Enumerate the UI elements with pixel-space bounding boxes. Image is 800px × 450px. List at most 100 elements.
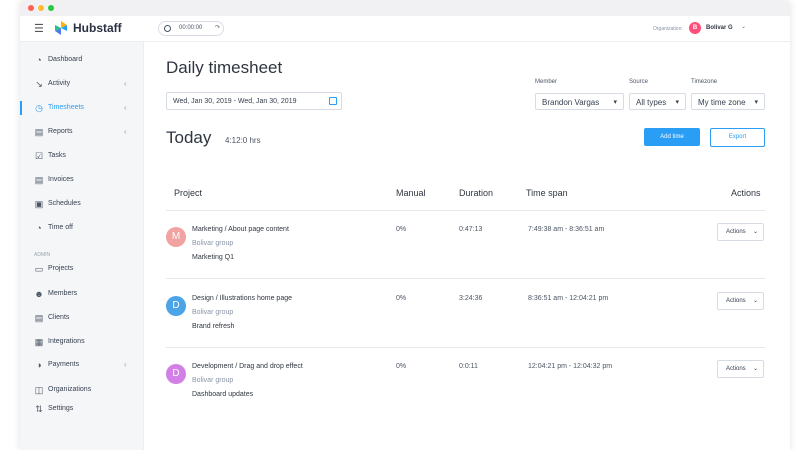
column-header-duration: Duration xyxy=(459,188,494,198)
sidebar-item-invoices[interactable]: ▤ Invoices xyxy=(20,172,144,190)
payments-icon: ◑ xyxy=(36,360,42,370)
actions-dropdown[interactable]: Actions ⌄ xyxy=(717,292,764,310)
sidebar-item-dashboard[interactable]: ◔ Dashboard xyxy=(20,52,144,70)
timezone-filter-label: Timezone xyxy=(691,79,718,85)
chevron-down-icon[interactable]: ⌄ xyxy=(741,24,747,30)
organization-label: Organization: xyxy=(653,26,683,32)
timezone-select-value: My time zone xyxy=(698,98,746,107)
manual-value: 0% xyxy=(396,363,407,370)
project-task: Brand refresh xyxy=(192,323,235,330)
sidebar-item-label: Members xyxy=(48,290,78,297)
source-select[interactable]: All types ▾ xyxy=(629,93,686,110)
sidebar-item-reports[interactable]: ▤ Reports ‹ xyxy=(20,124,144,142)
admin-section-label: ADMIN xyxy=(34,252,51,258)
maximize-dot[interactable] xyxy=(48,5,54,11)
timezone-select[interactable]: My time zone ▾ xyxy=(691,93,765,110)
stopwatch-icon xyxy=(164,25,171,32)
row-divider xyxy=(166,278,765,279)
project-task: Dashboard updates xyxy=(192,391,254,398)
sidebar-item-label: Activity xyxy=(48,80,71,87)
sidebar-item-label: Tasks xyxy=(48,152,66,159)
close-dot[interactable] xyxy=(28,5,34,11)
sidebar-item-activity[interactable]: ↘ Activity ‹ xyxy=(20,76,144,94)
timer-widget[interactable]: 00:00:00 ↷ xyxy=(158,21,224,36)
sidebar-item-organizations[interactable]: ◫ Organizations xyxy=(20,382,144,400)
sidebar-item-integrations[interactable]: ▦ Integrations xyxy=(20,334,144,352)
integrations-icon: ▦ xyxy=(34,337,44,347)
manual-value: 0% xyxy=(396,226,407,233)
top-bar: ☰ Hubstaff 00:00:00 ↷ Organization: B Bo… xyxy=(20,16,790,42)
time-span-value: 7:49:38 am - 8:36:51 am xyxy=(528,226,605,233)
tasks-icon: ☑ xyxy=(34,151,44,161)
sidebar-item-projects[interactable]: ▭ Projects xyxy=(20,261,144,279)
project-name[interactable]: Marketing / About page content xyxy=(192,226,289,233)
sidebar-item-payments[interactable]: ◑ Payments ‹ xyxy=(20,357,144,375)
brand-name: Hubstaff xyxy=(73,21,122,35)
sidebar-item-label: Clients xyxy=(48,314,70,321)
folder-icon: ▭ xyxy=(34,264,44,274)
sidebar-item-label: Reports xyxy=(48,128,73,135)
time-span-value: 8:36:51 am - 12:04:21 pm xyxy=(528,295,609,302)
sidebar-item-time-off[interactable]: ◔ Time off xyxy=(20,220,144,238)
sidebar-item-timesheets[interactable]: ◷ Timesheets ‹ xyxy=(20,100,144,118)
table-row: D Design / Illustrations home page Boliv… xyxy=(166,292,765,356)
column-header-manual: Manual xyxy=(396,188,426,198)
chevron-left-icon: ‹ xyxy=(124,127,127,136)
member-filter-label: Member xyxy=(535,79,558,85)
sidebar-item-label: Projects xyxy=(48,265,74,272)
minimize-dot[interactable] xyxy=(38,5,44,11)
activity-icon: ↘ xyxy=(35,79,43,89)
column-header-actions: Actions xyxy=(731,188,761,198)
calendar-icon: ▣ xyxy=(34,199,44,209)
timer-value: 00:00:00 xyxy=(179,25,203,31)
table-row: D Development / Drag and drop effect Bol… xyxy=(166,360,765,424)
duration-value: 0:0:11 xyxy=(459,363,478,370)
project-task: Marketing Q1 xyxy=(192,254,235,261)
sidebar-item-clients[interactable]: ▤ Clients xyxy=(20,310,144,328)
actions-label: Actions xyxy=(726,298,746,304)
sidebar-item-label: Time off xyxy=(48,224,73,231)
add-time-button[interactable]: Add time xyxy=(644,128,700,146)
project-group: Bolivar group xyxy=(192,309,234,316)
actions-dropdown[interactable]: Actions ⌄ xyxy=(717,360,764,378)
chevron-left-icon: ‹ xyxy=(124,103,127,112)
project-name[interactable]: Design / Illustrations home page xyxy=(192,295,292,302)
date-range-picker[interactable]: Wed, Jan 30, 2019 - Wed, Jan 30, 2019 xyxy=(166,92,342,110)
table-row: M Marketing / About page content Bolivar… xyxy=(166,223,765,287)
time-off-icon: ◔ xyxy=(36,223,42,233)
reports-icon: ▤ xyxy=(34,127,44,137)
members-icon: ☻ xyxy=(34,289,44,299)
row-divider xyxy=(166,347,765,348)
app-window: ☰ Hubstaff 00:00:00 ↷ Organization: B Bo… xyxy=(20,0,790,450)
organization-avatar[interactable]: B xyxy=(689,22,701,34)
project-name[interactable]: Development / Drag and drop effect xyxy=(192,363,303,370)
project-avatar: D xyxy=(166,296,186,316)
member-select[interactable]: Brandon Vargas ▾ xyxy=(535,93,624,110)
sidebar-item-label: Organizations xyxy=(48,386,92,393)
sidebar-item-schedules[interactable]: ▣ Schedules xyxy=(20,196,144,214)
sidebar-item-settings[interactable]: ⇅ Settings xyxy=(20,401,144,419)
sidebar-item-tasks[interactable]: ☑ Tasks xyxy=(20,148,144,166)
menu-icon[interactable]: ☰ xyxy=(34,23,44,35)
column-header-time-span: Time span xyxy=(526,188,568,198)
invoices-icon: ▤ xyxy=(34,175,44,185)
window-chrome xyxy=(20,0,790,16)
member-select-value: Brandon Vargas xyxy=(542,98,600,107)
organization-name[interactable]: Bolivar G xyxy=(706,25,733,31)
sidebar-item-label: Timesheets xyxy=(48,104,84,111)
chevron-left-icon: ‹ xyxy=(124,360,127,369)
organizations-icon: ◫ xyxy=(34,385,44,395)
sidebar-item-label: Dashboard xyxy=(48,56,83,63)
source-filter-label: Source xyxy=(629,79,649,85)
clients-icon: ▤ xyxy=(34,313,44,323)
sidebar-item-members[interactable]: ☻ Members xyxy=(20,286,144,304)
export-button[interactable]: Export xyxy=(710,128,765,147)
actions-dropdown[interactable]: Actions ⌄ xyxy=(717,223,764,241)
settings-icon: ⇅ xyxy=(35,404,43,414)
sidebar-item-label: Invoices xyxy=(48,176,74,183)
source-select-value: All types xyxy=(636,98,667,107)
actions-label: Actions xyxy=(726,229,746,235)
sidebar-item-label: Schedules xyxy=(48,200,81,207)
sidebar: ◔ Dashboard ↘ Activity ‹ ◷ Timesheets ‹ … xyxy=(20,42,144,450)
sidebar-item-label: Settings xyxy=(48,405,74,412)
